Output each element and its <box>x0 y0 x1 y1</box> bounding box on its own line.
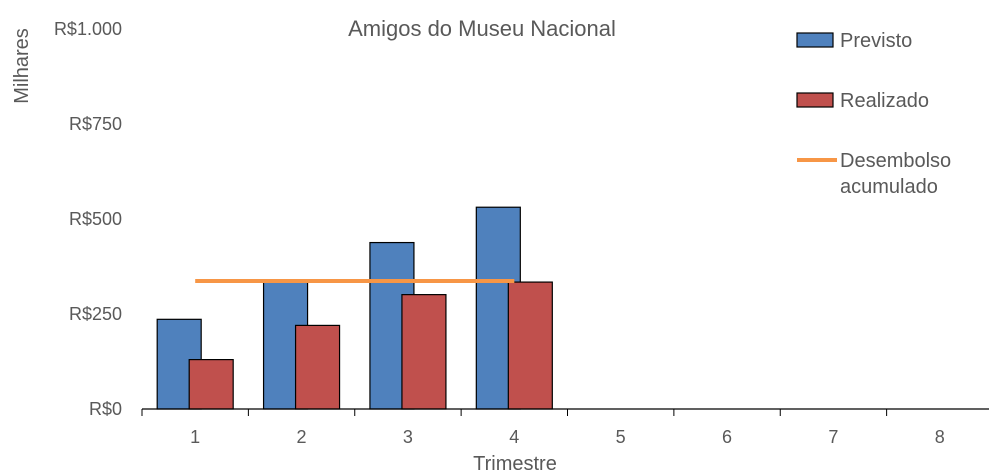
legend-label: Previsto <box>840 30 912 52</box>
y-axis-title: Milhares <box>11 28 33 104</box>
bar-realizado <box>294 324 341 410</box>
y-axis-ticks: R$0 R$250 R$500 R$750 R$1.000 <box>54 19 122 419</box>
bar-realizado <box>188 359 234 410</box>
y-tick-label: R$250 <box>69 304 122 324</box>
x-tick-label: 8 <box>935 427 945 447</box>
legend-label: Desembolso acumulado <box>840 150 951 198</box>
y-tick-label: R$500 <box>69 209 122 229</box>
x-tick-label: 2 <box>297 427 307 447</box>
bar-realizado <box>401 294 447 410</box>
legend-swatch <box>796 32 834 48</box>
x-tick-label: 3 <box>403 427 413 447</box>
x-tick-label: 4 <box>509 427 519 447</box>
chart-title: Amigos do Museu Nacional <box>348 16 616 41</box>
bar-realizado <box>507 281 553 410</box>
x-tick-label: 1 <box>190 427 200 447</box>
y-tick-label: R$0 <box>89 399 122 419</box>
x-tick-label: 6 <box>722 427 732 447</box>
x-axis-title: Trimestre <box>473 453 557 473</box>
legend: Previsto Realizado Desembolso acumulado <box>796 30 951 198</box>
legend-label: Realizado <box>840 90 929 112</box>
legend-swatch <box>796 92 834 108</box>
x-tick-label: 7 <box>828 427 838 447</box>
y-tick-label: R$750 <box>69 114 122 134</box>
bars <box>156 206 553 410</box>
x-axis-ticks: 1 2 3 4 5 6 7 8 <box>141 409 945 447</box>
y-tick-label: R$1.000 <box>54 19 122 39</box>
x-tick-label: 5 <box>616 427 626 447</box>
